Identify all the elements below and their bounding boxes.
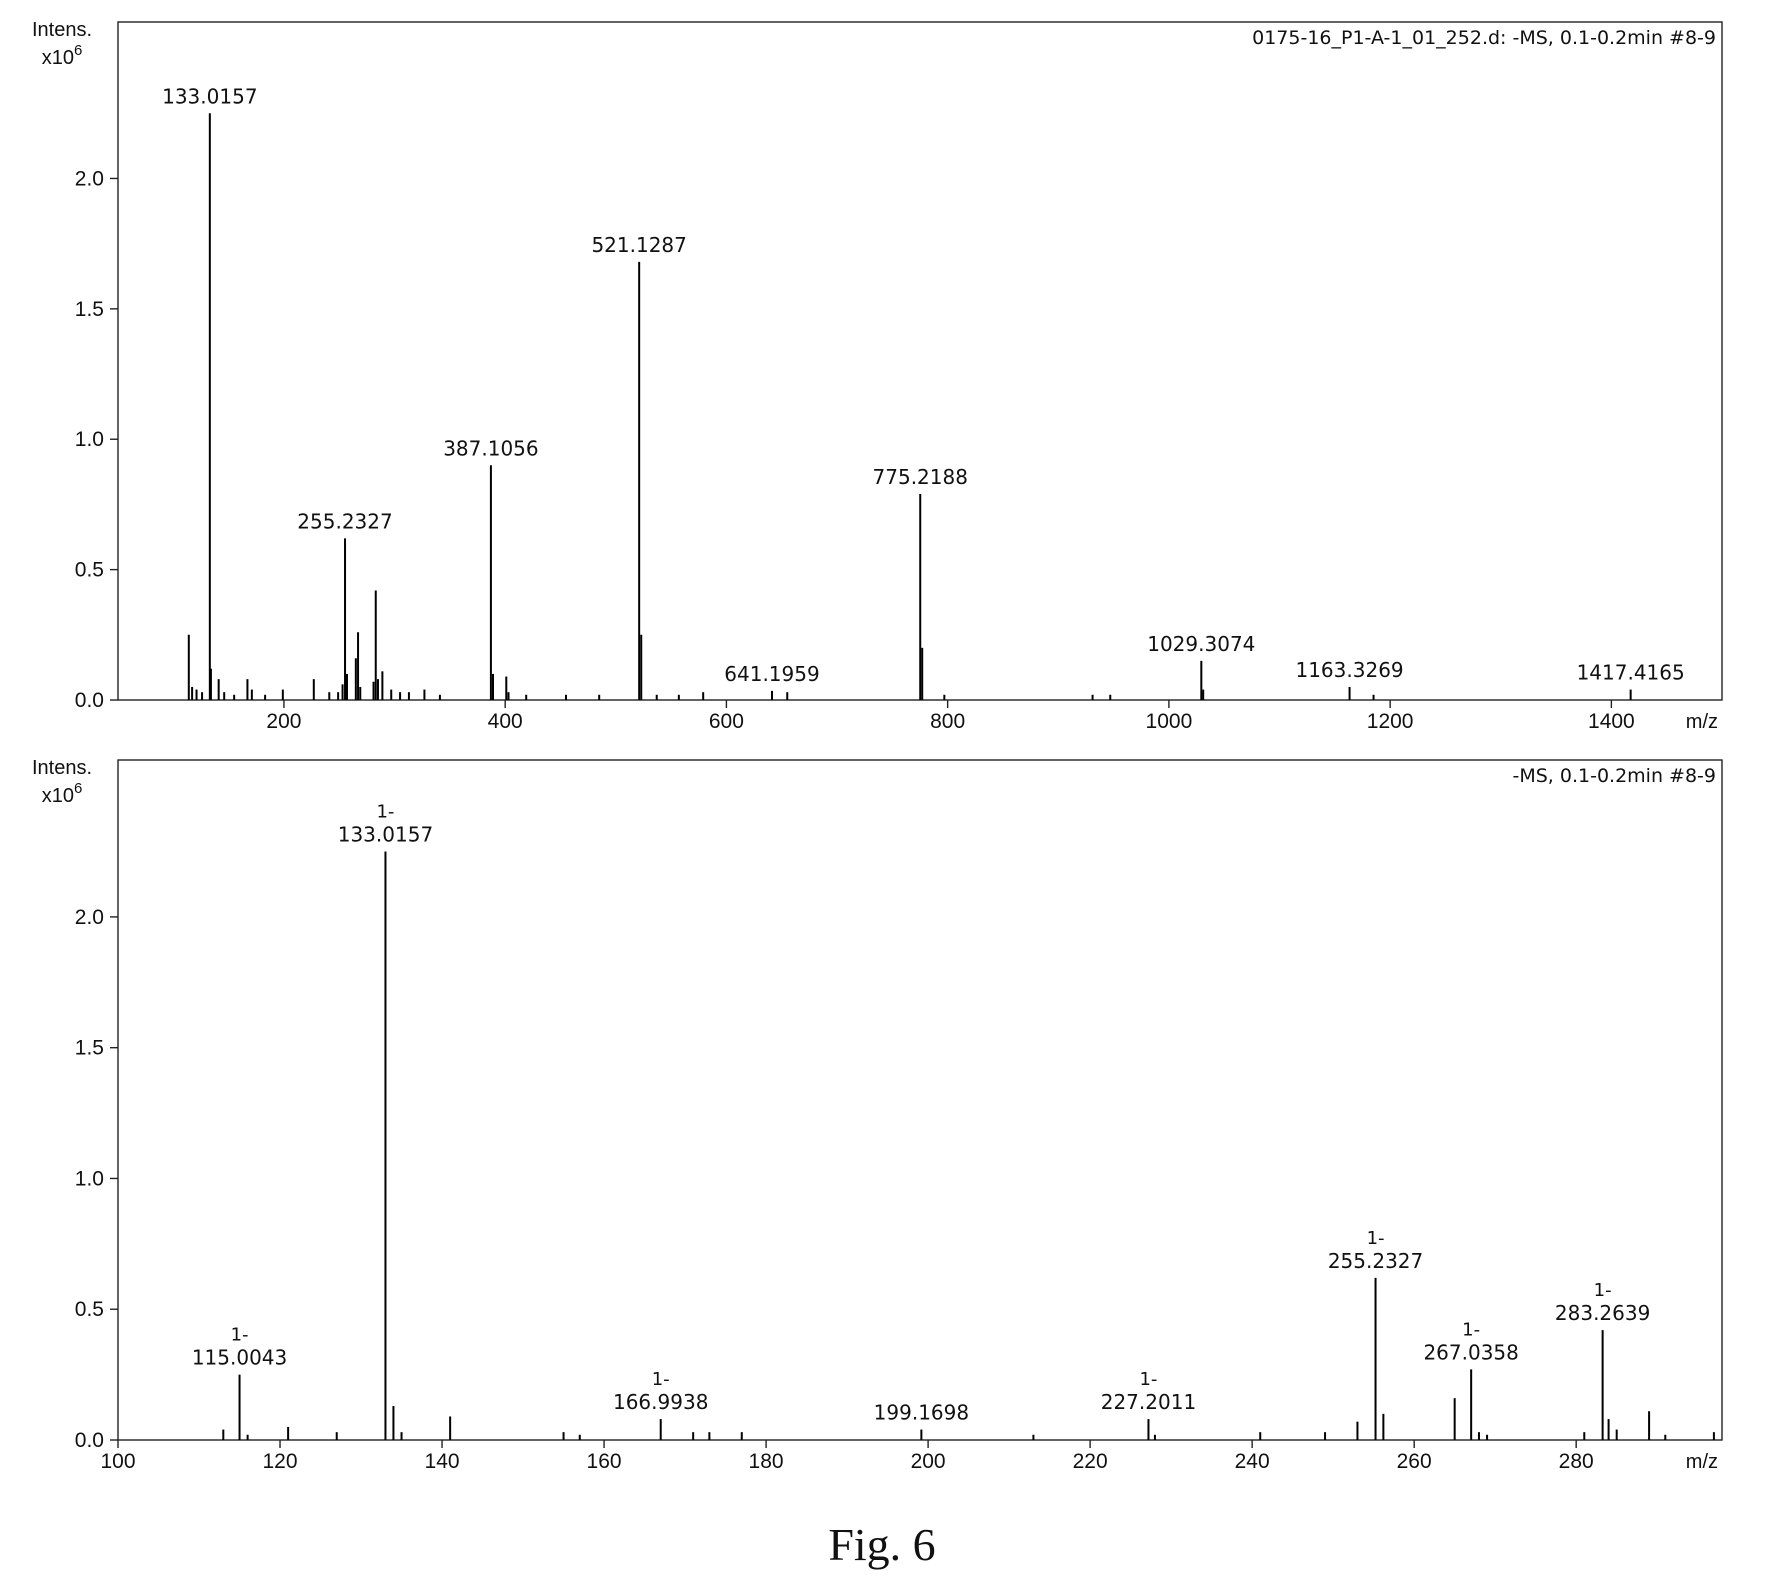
- peak-label: 283.2639: [1555, 1301, 1650, 1325]
- y-tick-label: 1.5: [75, 1037, 104, 1060]
- y-axis-label: Intens.: [32, 757, 92, 779]
- peak-charge-label: 1-: [1594, 1280, 1612, 1301]
- y-axis-scale-exponent: 6: [74, 42, 82, 59]
- peak-label: 641.1959: [724, 662, 819, 686]
- plot-frame: [117, 759, 1723, 1441]
- y-tick-label: 0.0: [75, 1429, 104, 1452]
- spectrum-info-text: 0175-16_P1-A-1_01_252.d: -MS, 0.1-0.2min…: [1252, 27, 1716, 49]
- y-tick-label: 1.5: [75, 298, 104, 321]
- peak-label: 775.2188: [873, 465, 968, 489]
- y-tick-label: 1.0: [75, 428, 104, 451]
- y-axis-scale-base: x10: [42, 785, 74, 807]
- peak-charge-label: 1-: [1367, 1228, 1385, 1249]
- bottom-spectrum-panel: 0.0 0.5 1.0 1.5 2.0 100 120 140 160 180 200 220 240 2…: [32, 757, 1723, 1473]
- peak-label: 1029.3074: [1147, 632, 1255, 656]
- x-tick-label: 240: [1235, 1450, 1270, 1473]
- peak-label: 255.2327: [297, 509, 392, 533]
- x-tick-label: 100: [100, 1450, 135, 1473]
- peak-charge-label: 1-: [1462, 1319, 1480, 1340]
- x-tick-label: 160: [587, 1450, 622, 1473]
- x-tick-label: 600: [709, 710, 744, 733]
- y-axis-scale: x106: [42, 42, 83, 69]
- y-tick-label: 0.5: [75, 559, 104, 582]
- peak-label: 255.2327: [1328, 1249, 1423, 1273]
- y-tick-label: 2.0: [75, 167, 104, 190]
- peak-label: 115.0043: [192, 1346, 287, 1370]
- x-tick-label: 800: [930, 710, 965, 733]
- x-tick-label: 280: [1559, 1450, 1594, 1473]
- x-tick-label: 200: [266, 710, 301, 733]
- top-spectrum-panel: 0.0 0.5 1.0 1.5 2.0 200 400 600 800 1000 1200 1400 I…: [32, 19, 1723, 733]
- x-axis-label: m/z: [1686, 711, 1718, 733]
- figure-caption: Fig. 6: [828, 1519, 935, 1570]
- peak-charge-label: 1-: [231, 1325, 249, 1346]
- peak-label: 166.9938: [613, 1390, 708, 1414]
- y-axis-scale: x106: [42, 780, 83, 807]
- x-tick-label: 120: [262, 1450, 297, 1473]
- peak-label: 133.0157: [338, 823, 433, 847]
- peak-charge-label: 1-: [376, 802, 394, 823]
- y-tick-label: 1.0: [75, 1167, 104, 1190]
- x-tick-label: 180: [749, 1450, 784, 1473]
- y-tick-label: 0.5: [75, 1298, 104, 1321]
- peak-charge-label: 1-: [1139, 1369, 1157, 1390]
- x-tick-label: 400: [488, 710, 523, 733]
- x-tick-label: 140: [425, 1450, 460, 1473]
- peak-label: 199.1698: [874, 1401, 969, 1425]
- peak-label: 267.0358: [1423, 1340, 1518, 1364]
- peak-label: 521.1287: [591, 233, 686, 257]
- y-tick-label: 2.0: [75, 906, 104, 929]
- x-axis-label: m/z: [1686, 1451, 1718, 1473]
- peak-label: 387.1056: [443, 436, 538, 460]
- y-axis-scale-base: x10: [42, 47, 74, 69]
- x-tick-label: 200: [911, 1450, 946, 1473]
- peak-label: 227.2011: [1101, 1390, 1196, 1414]
- x-tick-label: 1000: [1146, 710, 1193, 733]
- peak-charge-label: 1-: [652, 1369, 670, 1390]
- x-tick-label: 220: [1073, 1450, 1108, 1473]
- x-tick-label: 1200: [1367, 710, 1414, 733]
- y-tick-label: 0.0: [75, 689, 104, 712]
- y-axis-label: Intens.: [32, 19, 92, 41]
- peak-label: 133.0157: [162, 84, 257, 108]
- x-tick-label: 1400: [1588, 710, 1635, 733]
- peak-label: 1163.3269: [1295, 658, 1403, 682]
- peak-label: 1417.4165: [1577, 661, 1685, 685]
- y-axis-scale-exponent: 6: [74, 780, 82, 797]
- spectrum-info-text: -MS, 0.1-0.2min #8-9: [1513, 765, 1717, 787]
- x-tick-label: 260: [1397, 1450, 1432, 1473]
